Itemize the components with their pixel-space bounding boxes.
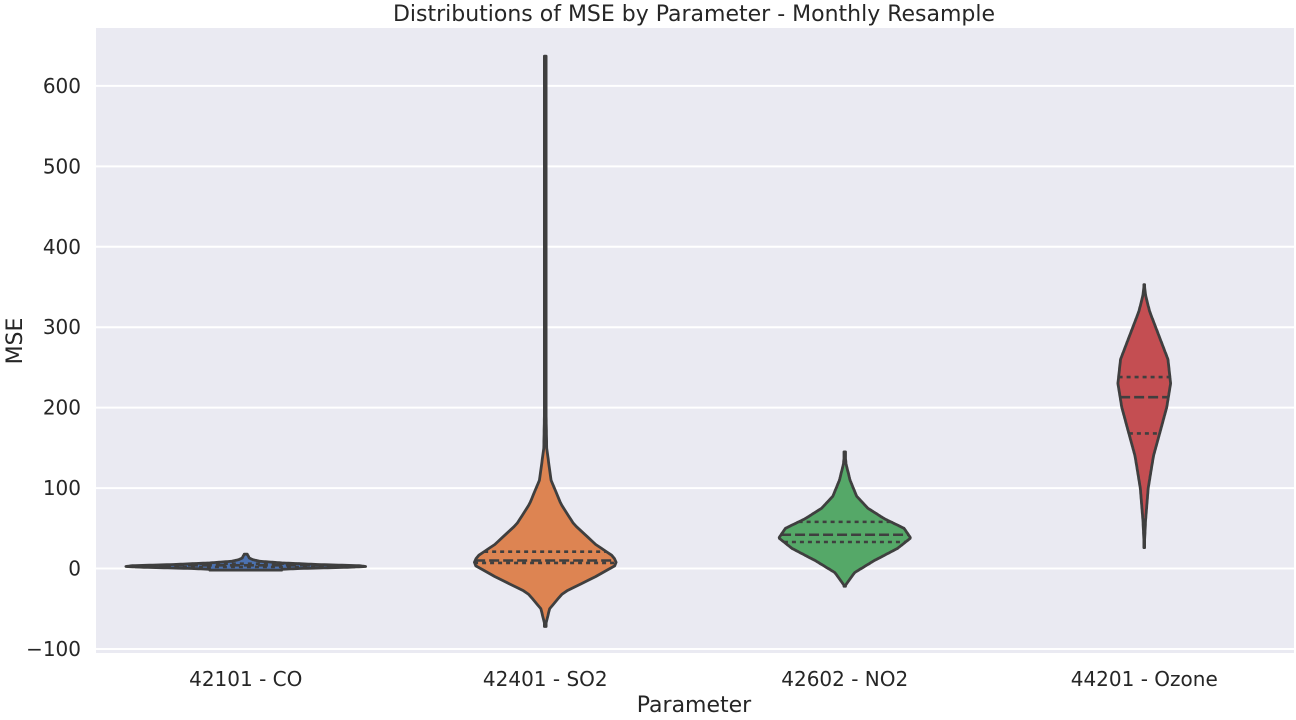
y-tick-labels: −100 0 100 200 300 400 500 600 <box>26 74 81 661</box>
x-tick-label: 42602 - NO2 <box>781 667 908 691</box>
chart-title: Distributions of MSE by Parameter - Mont… <box>393 2 995 27</box>
x-tick-label: 42401 - SO2 <box>483 667 608 691</box>
y-tick-label: 600 <box>43 74 81 98</box>
y-tick-label: 500 <box>43 154 81 178</box>
violin-body <box>473 54 618 628</box>
violins <box>124 54 1172 628</box>
x-tick-label: 44201 - Ozone <box>1071 667 1218 691</box>
y-tick-label: 100 <box>43 476 81 500</box>
y-tick-label: 400 <box>43 235 81 259</box>
x-tick-labels: 42101 - CO 42401 - SO2 42602 - NO2 44201 - … <box>189 667 1218 691</box>
violin <box>124 552 367 572</box>
y-tick-label: −100 <box>26 637 81 661</box>
violin-body <box>1116 283 1172 549</box>
y-axis-label: MSE <box>3 318 28 365</box>
violin <box>1116 283 1172 549</box>
x-axis-label: Parameter <box>637 693 752 718</box>
plot-background <box>96 28 1294 653</box>
violin <box>473 54 618 628</box>
x-tick-label: 42101 - CO <box>189 667 302 691</box>
y-tick-label: 200 <box>43 396 81 420</box>
y-tick-label: 300 <box>43 315 81 339</box>
y-tick-label: 0 <box>68 557 81 581</box>
violin <box>777 450 912 588</box>
